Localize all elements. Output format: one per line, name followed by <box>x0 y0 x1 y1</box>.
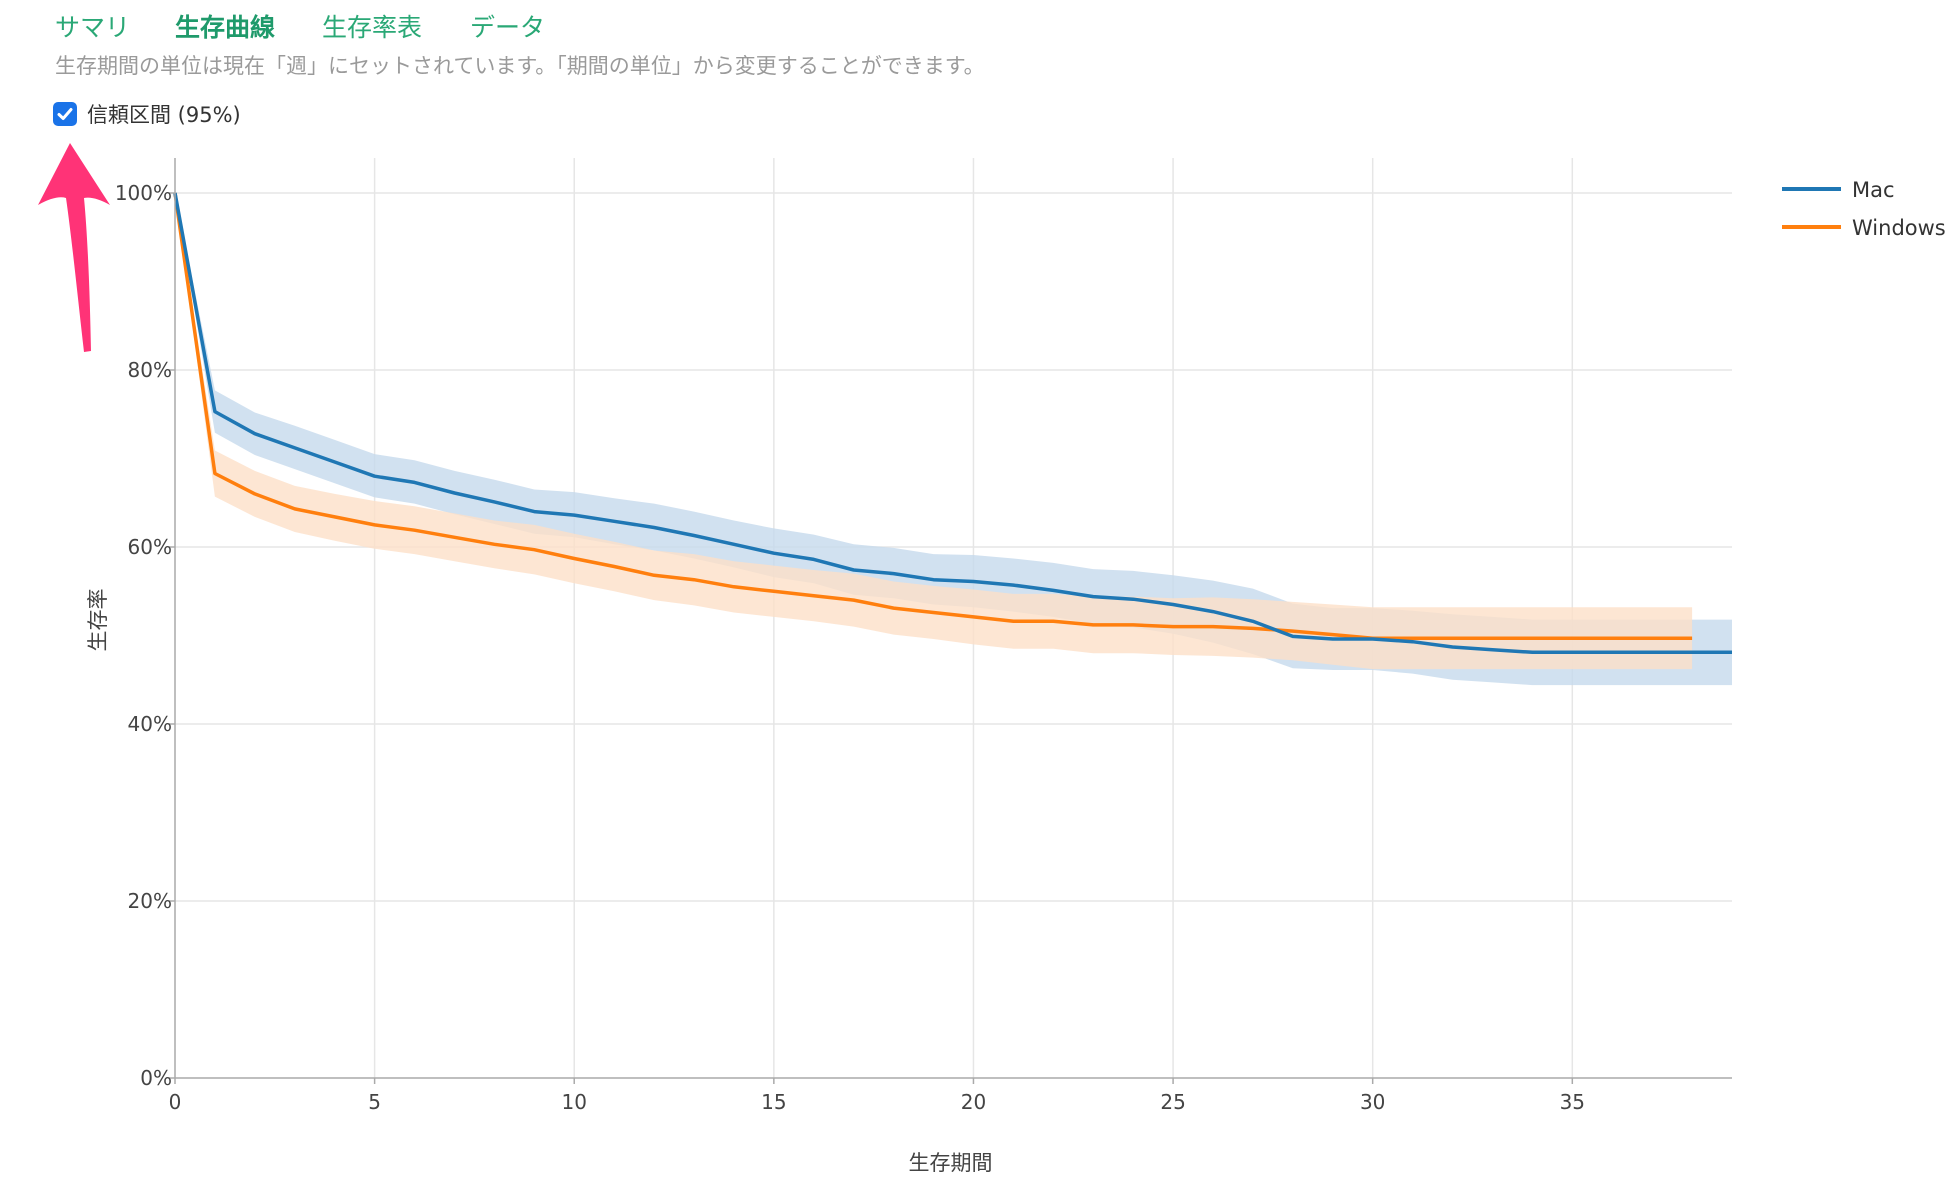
confidence-interval-toggle[interactable]: 信頼区間 (95%) <box>53 98 241 130</box>
y-tick-label: 80% <box>128 358 172 382</box>
x-tick-label: 5 <box>368 1090 381 1114</box>
legend-label-mac[interactable]: Mac <box>1852 178 1895 202</box>
checkmark-icon <box>57 108 73 120</box>
x-tick-label: 10 <box>562 1090 587 1114</box>
tab-survival-curve[interactable]: 生存曲線 <box>175 13 276 42</box>
x-tick-label: 15 <box>761 1090 786 1114</box>
y-axis-title: 生存率 <box>86 589 110 652</box>
x-tick-label: 25 <box>1160 1090 1185 1114</box>
y-tick-label: 100% <box>115 181 172 205</box>
series-line-windows[interactable] <box>173 192 1693 640</box>
x-tick-label: 0 <box>169 1090 182 1114</box>
x-tick-label: 30 <box>1360 1090 1385 1114</box>
y-tick-label: 20% <box>128 889 172 913</box>
period-unit-notice: 生存期間の単位は現在「週」にセットされています。「期間の単位」から変更することが… <box>55 54 985 78</box>
x-axis-title: 生存期間 <box>909 1151 993 1175</box>
pink-arrow-up-icon <box>38 143 110 352</box>
confidence-interval-label: 信頼区間 (95%) <box>87 103 241 127</box>
series-line-mac[interactable] <box>173 192 1732 655</box>
legend-label-windows[interactable]: Windows <box>1852 216 1946 240</box>
tab-data[interactable]: データ <box>470 13 546 42</box>
chart-legend: Mac Windows <box>1782 178 1946 240</box>
confidence-band-windows <box>175 193 1693 670</box>
confidence-interval-checkbox[interactable] <box>53 102 77 126</box>
tab-summary[interactable]: サマリ <box>55 13 131 42</box>
y-tick-label: 0% <box>140 1066 172 1090</box>
y-tick-label: 40% <box>128 712 172 736</box>
tab-survival-table[interactable]: 生存率表 <box>322 13 423 42</box>
x-tick-label: 20 <box>961 1090 986 1114</box>
y-tick-label: 60% <box>128 535 172 559</box>
chart-axes: 0% 20% 40% 60% 80% 100% 0 5 10 15 20 25 30 35 生存期間 生存率 <box>86 158 1732 1175</box>
survival-lines <box>173 192 1732 655</box>
confidence-bands <box>175 193 1732 686</box>
x-tick-label: 35 <box>1560 1090 1585 1114</box>
